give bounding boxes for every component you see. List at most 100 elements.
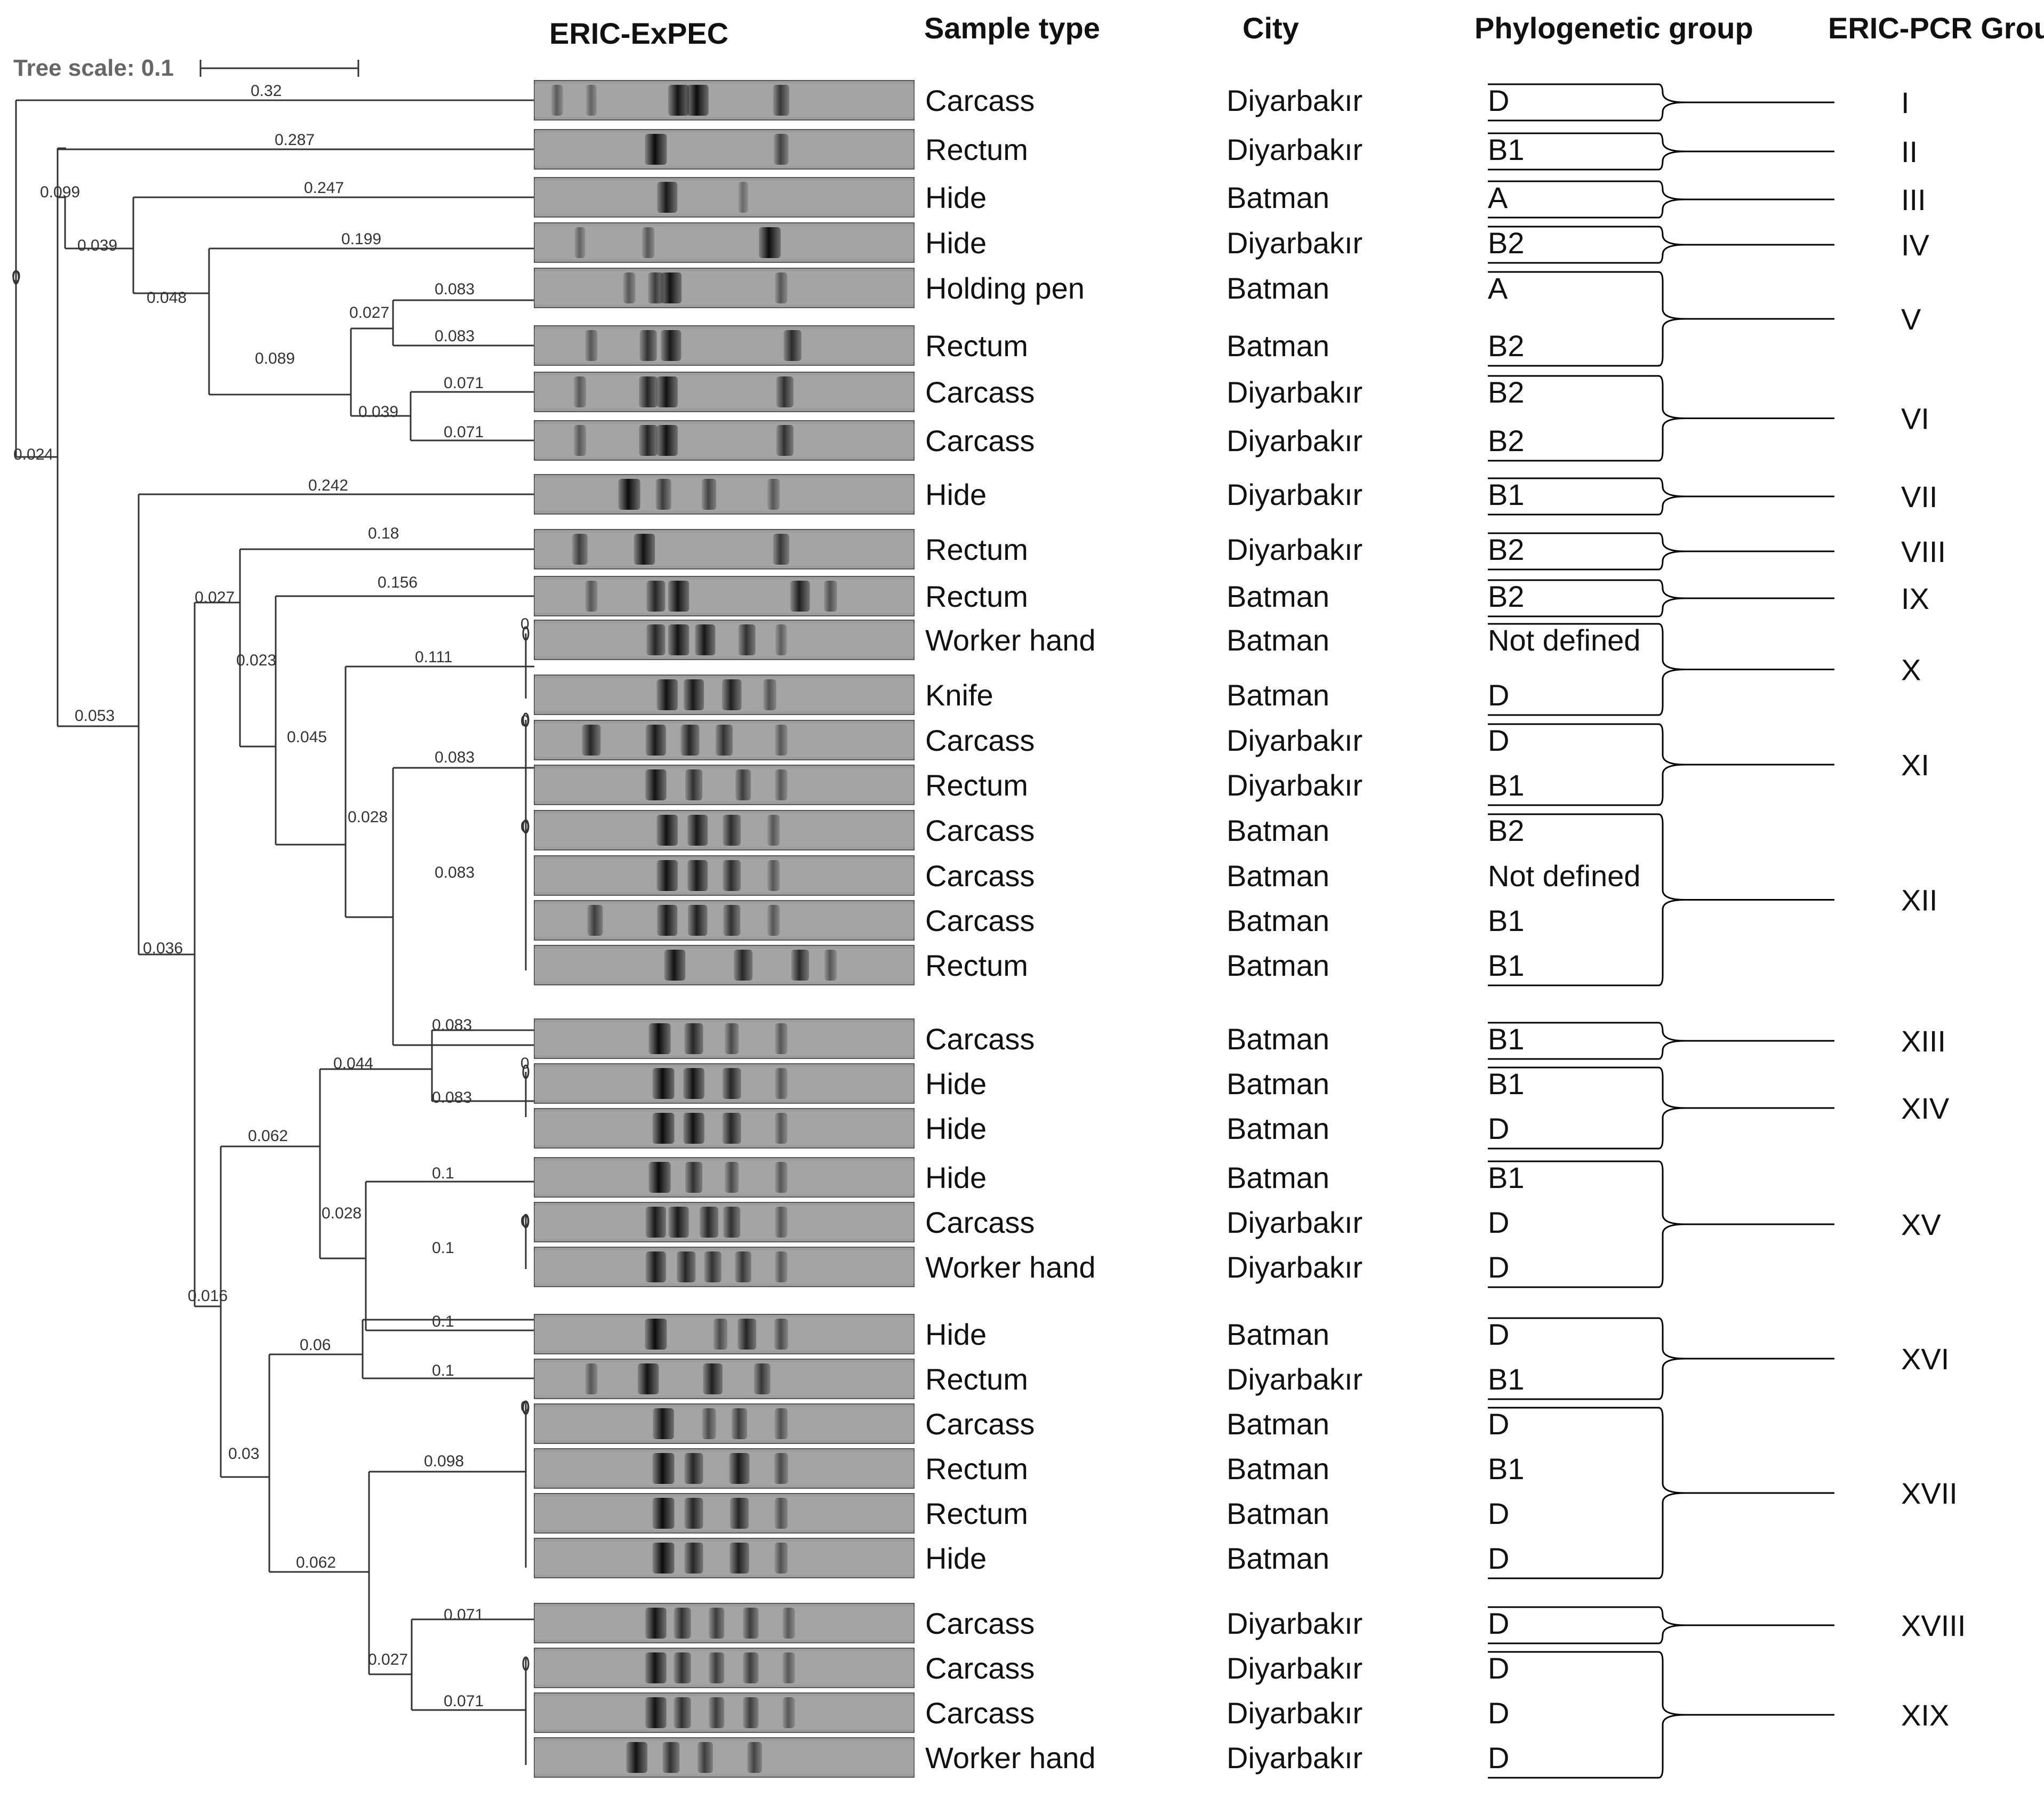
city-cell: Batman — [1227, 623, 1329, 657]
eric-pcr-group-brackets: IIIIIIIVVVIVIIVIIIIXXXIXIIXIIIXIVXVXVIXV… — [1488, 83, 1966, 1779]
sample-row: Holding pen Batman A — [925, 271, 1508, 305]
gel-lane-background — [534, 620, 915, 660]
gel-band — [639, 330, 657, 361]
city-cell: Batman — [1227, 1161, 1329, 1194]
gel-band — [648, 272, 664, 303]
gel-lane — [534, 129, 915, 170]
gel-lane — [534, 474, 915, 515]
sample-type-cell: Rectum — [925, 1497, 1028, 1530]
gel-lane — [534, 1538, 915, 1578]
sample-row: Carcass Diyarbakır B2 — [925, 375, 1525, 409]
branch-length-label: 0.028 — [348, 808, 388, 826]
gel-band — [687, 815, 708, 846]
sample-row: Rectum Batman B2 — [925, 580, 1525, 613]
gel-band — [668, 624, 690, 655]
phylogenetic-group-cell: A — [1488, 181, 1508, 214]
gel-band — [701, 479, 717, 510]
eric-group-bracket: X — [1488, 623, 1921, 716]
gel-band — [677, 1251, 696, 1282]
sample-type-cell: Rectum — [925, 768, 1028, 802]
gel-band — [652, 1113, 675, 1144]
gel-band — [723, 1207, 741, 1238]
eric-group-bracket: XIV — [1488, 1066, 1950, 1150]
city-cell: Diyarbakır — [1227, 133, 1362, 166]
sample-row: Carcass Batman B2 — [925, 814, 1525, 847]
city-cell: Diyarbakır — [1227, 478, 1362, 511]
gel-lane — [534, 1314, 915, 1354]
branch-length-label: 0.048 — [147, 289, 187, 307]
eric-group-bracket: XVI — [1488, 1317, 1949, 1400]
gel-lane — [534, 222, 915, 263]
gel-band — [652, 1068, 675, 1099]
gel-band — [656, 679, 678, 710]
gel-lane-shading — [534, 768, 914, 801]
gel-band — [709, 1608, 725, 1639]
gel-band — [709, 1697, 725, 1728]
branch-length-label: 0.083 — [435, 864, 475, 881]
gel-lane-shading — [534, 478, 914, 511]
branch-length-label: 0.071 — [444, 423, 484, 441]
sample-type-cell: Worker hand — [925, 1250, 1096, 1284]
gel-band — [824, 950, 837, 981]
gel-band — [758, 227, 781, 258]
gel-lane-shading — [534, 580, 914, 613]
sample-row: Carcass Diyarbakır B2 — [925, 424, 1525, 457]
sample-row: Carcass Diyarbakır D — [925, 84, 1509, 117]
sample-type-cell: Hide — [925, 478, 987, 511]
gel-lane-background — [534, 1018, 915, 1059]
branch-length-label: 0.071 — [444, 374, 484, 392]
gel-lane — [534, 810, 915, 850]
gel-band — [774, 1408, 788, 1439]
gel-band — [703, 1363, 723, 1394]
phylogenetic-group-cell: B2 — [1488, 814, 1525, 847]
gel-band — [585, 581, 598, 612]
branch-length-label: 0.071 — [444, 1606, 484, 1624]
sample-type-cell: Rectum — [925, 949, 1028, 982]
branch-length-label: 0.027 — [349, 304, 389, 322]
eric-group-bracket: VIII — [1488, 532, 1946, 571]
gel-lane — [534, 1448, 915, 1489]
gel-lane-background — [534, 474, 915, 515]
branch-length-label: 0.039 — [77, 237, 117, 254]
gel-band — [573, 425, 586, 456]
gel-lane — [534, 576, 915, 616]
gel-lane — [534, 675, 915, 715]
phylogenetic-group-cell: B1 — [1488, 1362, 1525, 1396]
city-cell: Batman — [1227, 1112, 1329, 1145]
gel-band — [725, 1162, 739, 1193]
gel-lane-shading — [534, 375, 914, 408]
sample-row: Rectum Batman B1 — [925, 1452, 1525, 1486]
sample-type-cell: Carcass — [925, 424, 1035, 457]
phylogenetic-group-cell: B2 — [1488, 424, 1525, 457]
branch-length-label: 0.027 — [195, 589, 235, 606]
gel-band — [551, 85, 563, 116]
sample-row: Hide Batman D — [925, 1542, 1509, 1575]
gel-band — [623, 272, 636, 303]
gel-lane-shading — [534, 1497, 914, 1530]
gel-lane-background — [534, 1448, 915, 1489]
eric-group-bracket: III — [1488, 180, 1926, 219]
gel-lane-shading — [534, 226, 914, 259]
eric-group-label: II — [1901, 135, 1918, 168]
sample-row: Hide Batman B1 — [925, 1067, 1525, 1101]
gel-lane — [534, 1108, 915, 1149]
gel-band — [683, 1113, 704, 1144]
branch-length-label: 0.023 — [236, 652, 276, 669]
gel-lane-shading — [534, 1741, 914, 1774]
branch-length-label: 0.083 — [432, 1089, 472, 1106]
eric-group-label: VII — [1901, 480, 1937, 513]
branch-length-label: 0.06 — [300, 1336, 331, 1354]
gel-lane — [534, 1247, 915, 1287]
gel-lane-background — [534, 268, 915, 308]
phylogenetic-group-cell: D — [1488, 1542, 1509, 1575]
gel-band — [656, 860, 678, 891]
branch-length-label: 0.071 — [444, 1692, 484, 1710]
gel-band — [735, 1251, 751, 1282]
bracket-line — [1488, 1022, 1834, 1060]
gel-band — [668, 1207, 689, 1238]
sample-row: Hide Batman A — [925, 181, 1508, 214]
gel-band — [776, 376, 793, 407]
sample-row: Carcass Batman Not defined — [925, 859, 1640, 893]
gel-band — [709, 1652, 725, 1683]
bracket-line — [1488, 271, 1834, 367]
